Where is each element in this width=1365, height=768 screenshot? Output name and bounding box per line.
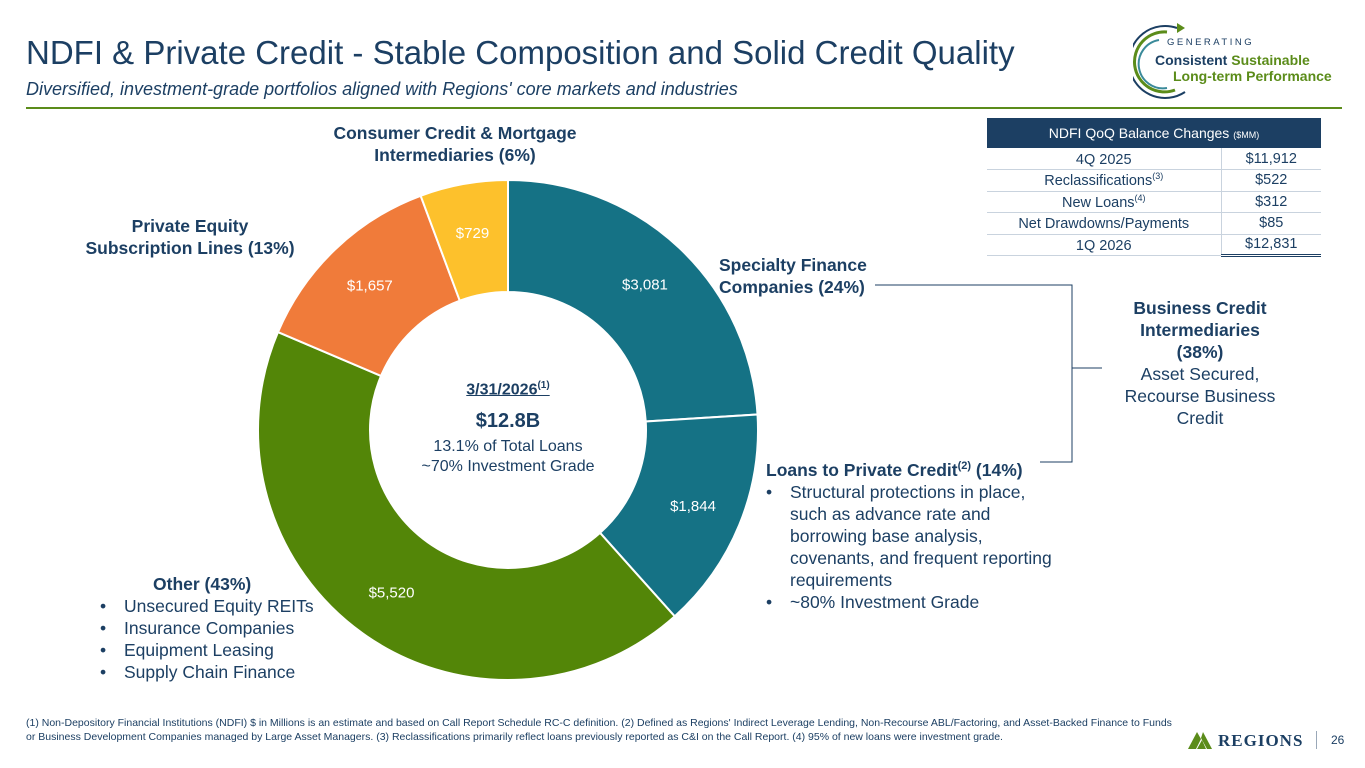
page-title: NDFI & Private Credit - Stable Compositi… [26, 34, 1015, 71]
bci-body: Asset Secured, Recourse Business Credit [1124, 364, 1276, 428]
table-cell-label: Net Drawdowns/Payments [987, 212, 1222, 235]
center-pct-total-loans: 13.1% of Total Loans [433, 438, 583, 455]
center-investment-grade: ~70% Investment Grade [421, 458, 595, 475]
page-number: 26 [1331, 733, 1345, 747]
table-header-row: NDFI QoQ Balance Changes ($MM) [987, 118, 1321, 148]
donut-slice [257, 330, 677, 681]
bci-title-line1: Business Credit [1133, 298, 1267, 318]
table-cell-label: 4Q 2025 [987, 148, 1222, 170]
label-lpc-name: Loans to Private Credit [766, 459, 958, 480]
label-specialty-finance: Specialty Finance Companies (24%) [719, 254, 899, 298]
connector-line [875, 284, 1073, 463]
label-private-equity: Private Equity Subscription Lines (13%) [70, 215, 310, 259]
regions-triangle-icon [1188, 732, 1212, 749]
table-row: Net Drawdowns/Payments $85 [987, 212, 1321, 235]
label-loans-private-credit: Loans to Private Credit(2) (14%) Structu… [766, 455, 1066, 613]
label-specialty-line1: Specialty Finance [719, 255, 867, 275]
other-bullet: Insurance Companies [100, 617, 360, 639]
table-cell-label: 1Q 2026 [987, 234, 1222, 256]
page-subtitle: Diversified, investment-grade portfolios… [26, 79, 738, 99]
sustainable-performance-logo: GENERATING Consistent Sustainable Long-t… [1128, 20, 1347, 100]
center-date: 3/31/2026(1) [408, 380, 608, 399]
label-consumer-credit: Consumer Credit & Mortgage Intermediarie… [333, 123, 577, 165]
label-specialty-line2: Companies (24%) [719, 277, 865, 297]
other-bullet-list: Unsecured Equity REITs Insurance Compani… [100, 595, 360, 683]
table-cell-label: Reclassifications(3) [987, 169, 1222, 192]
table-cell-value: $11,912 [1221, 148, 1321, 170]
table-cell-value: $12,831 [1221, 233, 1321, 257]
slice-value-label: $3,081 [622, 276, 668, 293]
lpc-bullet-list: Structural protections in place, such as… [766, 481, 1066, 613]
table-header-text: NDFI QoQ Balance Changes [1048, 125, 1230, 141]
slice-value-label: $5,520 [369, 585, 415, 602]
donut-slice [419, 178, 509, 302]
title-divider [26, 107, 1342, 109]
table-row: 4Q 2025 $11,912 [987, 148, 1321, 170]
other-bullet: Equipment Leasing [100, 639, 360, 661]
logo-line1: Consistent Sustainable [1155, 52, 1310, 68]
table-row-total: 1Q 2026 $12,831 [987, 233, 1321, 257]
label-other-title: Other (43%) [153, 574, 252, 594]
label-lpc-title: Loans to Private Credit(2) (14%) [766, 455, 1066, 481]
label-other: Other (43%) Unsecured Equity REITs Insur… [100, 573, 360, 683]
table-cell-label: New Loans(4) [987, 191, 1222, 213]
business-credit-intermediaries: Business Credit Intermediaries (38%) Ass… [1110, 297, 1290, 429]
label-private-equity-line1: Private Equity [131, 216, 249, 236]
slice-value-label: $729 [456, 225, 489, 242]
table-row: New Loans(4) $312 [987, 191, 1321, 213]
lpc-bullet: ~80% Investment Grade [766, 591, 1066, 613]
lpc-bullet: Structural protections in place, such as… [766, 481, 1066, 591]
footnote: (1) Non-Depository Financial Institution… [26, 717, 1172, 743]
label-private-equity-line2: Subscription Lines (13%) [85, 238, 295, 258]
table-cell-value: $522 [1221, 169, 1321, 192]
table-cell-value: $312 [1221, 191, 1321, 213]
regions-wordmark: REGIONS [1218, 731, 1304, 750]
slice-value-label: $1,657 [347, 277, 393, 294]
donut-slice [598, 413, 759, 618]
bci-title-line2: Intermediaries [1140, 320, 1260, 340]
balance-changes-table: NDFI QoQ Balance Changes ($MM) 4Q 2025 $… [987, 118, 1321, 257]
center-date-text: 3/31/2026 [466, 381, 538, 399]
other-bullet: Unsecured Equity REITs [100, 595, 360, 617]
table-header: NDFI QoQ Balance Changes ($MM) [987, 118, 1321, 148]
logo-generating: GENERATING [1167, 37, 1255, 48]
donut-slice [507, 178, 759, 423]
logo-consistent: Consistent [1155, 52, 1228, 68]
bci-title-line3: (38%) [1176, 342, 1224, 362]
table-row: Reclassifications(3) $522 [987, 169, 1321, 192]
table-header-unit: ($MM) [1233, 130, 1260, 140]
table-cell-value: $85 [1221, 212, 1321, 235]
footer-separator [1316, 731, 1317, 749]
logo-sustainable: Sustainable [1231, 52, 1310, 68]
logo-long-term: Long-term Performance [1173, 68, 1332, 84]
slice-value-label: $1,844 [670, 498, 716, 515]
center-date-sup: (1) [537, 380, 550, 391]
label-lpc-pct: (14%) [975, 459, 1023, 480]
label-lpc-sup: (2) [957, 460, 972, 472]
other-bullet: Supply Chain Finance [100, 661, 360, 683]
center-total: $12.8B [475, 410, 541, 432]
regions-logo: REGIONS [1188, 729, 1338, 751]
